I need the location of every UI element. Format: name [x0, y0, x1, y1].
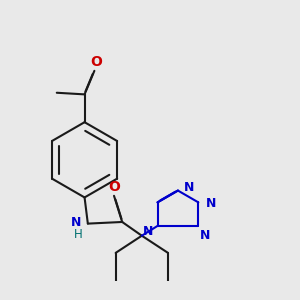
Text: N: N — [143, 225, 154, 238]
Text: N: N — [184, 181, 195, 194]
Text: N: N — [206, 197, 216, 211]
Text: O: O — [90, 55, 102, 69]
Text: N: N — [71, 217, 82, 230]
Text: O: O — [108, 180, 120, 194]
Text: H: H — [74, 228, 83, 241]
Text: N: N — [200, 229, 210, 242]
